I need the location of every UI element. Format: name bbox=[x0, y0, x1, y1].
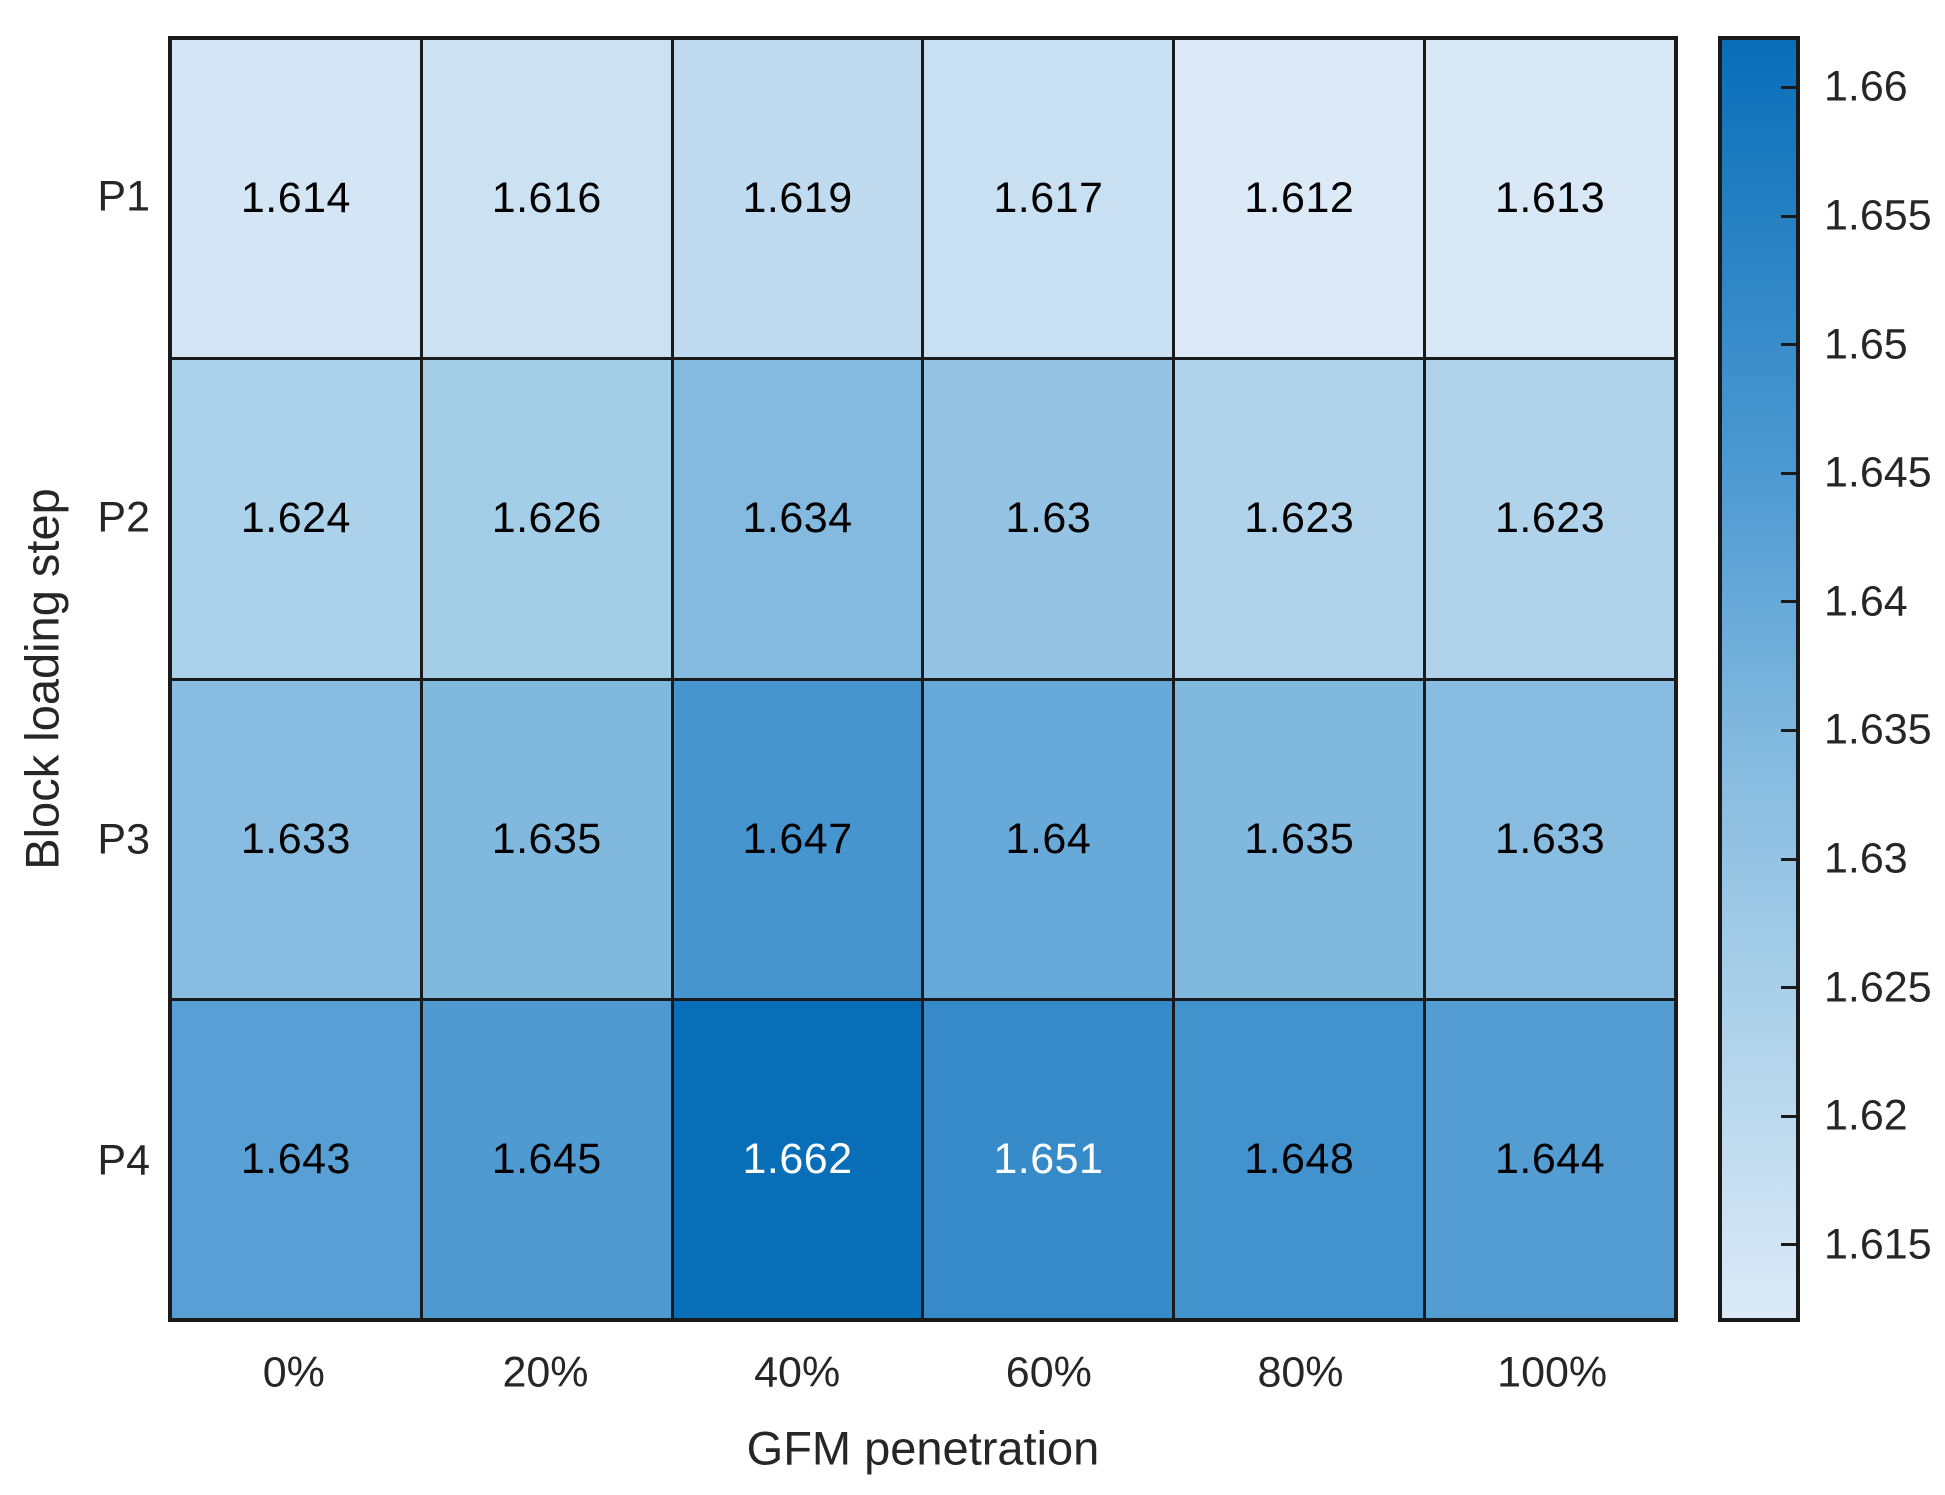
heatmap-cell: 1.662 bbox=[673, 1000, 922, 1318]
y-tick-label: P1 bbox=[97, 172, 150, 221]
colorbar-tick-label: 1.66 bbox=[1824, 62, 1908, 111]
colorbar-tick-label: 1.64 bbox=[1824, 577, 1908, 626]
heatmap-cell: 1.63 bbox=[924, 360, 1173, 678]
colorbar-tick-mark bbox=[1781, 1114, 1797, 1118]
x-tick-label: 100% bbox=[1497, 1348, 1608, 1397]
colorbar-tick-label: 1.62 bbox=[1824, 1091, 1908, 1140]
colorbar-tick-label: 1.65 bbox=[1824, 320, 1908, 369]
colorbar-tick-label: 1.625 bbox=[1824, 963, 1932, 1012]
y-tick-label: P4 bbox=[97, 1136, 150, 1185]
heatmap-cell: 1.648 bbox=[1175, 1000, 1424, 1318]
heatmap-cell: 1.645 bbox=[422, 1000, 671, 1318]
x-tick-label: 40% bbox=[754, 1348, 841, 1397]
heatmap-cell: 1.643 bbox=[172, 1000, 420, 1318]
colorbar-tick-label: 1.655 bbox=[1824, 191, 1932, 240]
heatmap-grid: 1.614 1.616 1.619 1.617 1.612 1.613 1.624 1.626… bbox=[168, 36, 1678, 1322]
colorbar-tick-mark bbox=[1781, 471, 1797, 475]
heatmap-cell: 1.613 bbox=[1426, 40, 1674, 358]
colorbar bbox=[1718, 36, 1800, 1322]
heatmap-cell: 1.626 bbox=[422, 360, 671, 678]
colorbar-tick-label: 1.645 bbox=[1824, 448, 1932, 497]
heatmap-cell: 1.619 bbox=[673, 40, 922, 358]
colorbar-tick-mark bbox=[1781, 986, 1797, 990]
heatmap-cell: 1.623 bbox=[1426, 360, 1674, 678]
heatmap-cell: 1.633 bbox=[172, 680, 420, 998]
heatmap-cell: 1.651 bbox=[924, 1000, 1173, 1318]
colorbar-tick-mark bbox=[1781, 214, 1797, 218]
colorbar-tick-mark bbox=[1781, 728, 1797, 732]
x-axis-title: GFM penetration bbox=[746, 1421, 1100, 1475]
x-tick-label: 0% bbox=[262, 1348, 325, 1397]
heatmap-cell: 1.635 bbox=[422, 680, 671, 998]
heatmap-cell: 1.635 bbox=[1175, 680, 1424, 998]
heatmap-cell: 1.623 bbox=[1175, 360, 1424, 678]
heatmap-cell: 1.634 bbox=[673, 360, 922, 678]
colorbar-tick-label: 1.635 bbox=[1824, 705, 1932, 754]
heatmap-cell: 1.64 bbox=[924, 680, 1173, 998]
x-tick-label: 20% bbox=[502, 1348, 589, 1397]
y-tick-label: P2 bbox=[97, 493, 150, 542]
heatmap-cell: 1.644 bbox=[1426, 1000, 1674, 1318]
heatmap-cell: 1.624 bbox=[172, 360, 420, 678]
x-tick-label: 60% bbox=[1005, 1348, 1092, 1397]
colorbar-tick-mark bbox=[1781, 1243, 1797, 1247]
colorbar-tick-label: 1.615 bbox=[1824, 1220, 1932, 1269]
y-axis-title: Block loading step bbox=[15, 488, 69, 870]
colorbar-tick-mark bbox=[1781, 343, 1797, 347]
heatmap-cell: 1.617 bbox=[924, 40, 1173, 358]
heatmap-cell: 1.647 bbox=[673, 680, 922, 998]
colorbar-tick-mark bbox=[1781, 85, 1797, 89]
heatmap-cell: 1.633 bbox=[1426, 680, 1674, 998]
heatmap-cell: 1.612 bbox=[1175, 40, 1424, 358]
colorbar-tick-mark bbox=[1781, 857, 1797, 861]
colorbar-tick-label: 1.63 bbox=[1824, 834, 1908, 883]
colorbar-tick-mark bbox=[1781, 600, 1797, 604]
y-tick-label: P3 bbox=[97, 815, 150, 864]
x-tick-label: 80% bbox=[1257, 1348, 1344, 1397]
heatmap-cell: 1.616 bbox=[422, 40, 671, 358]
heatmap-cell: 1.614 bbox=[172, 40, 420, 358]
